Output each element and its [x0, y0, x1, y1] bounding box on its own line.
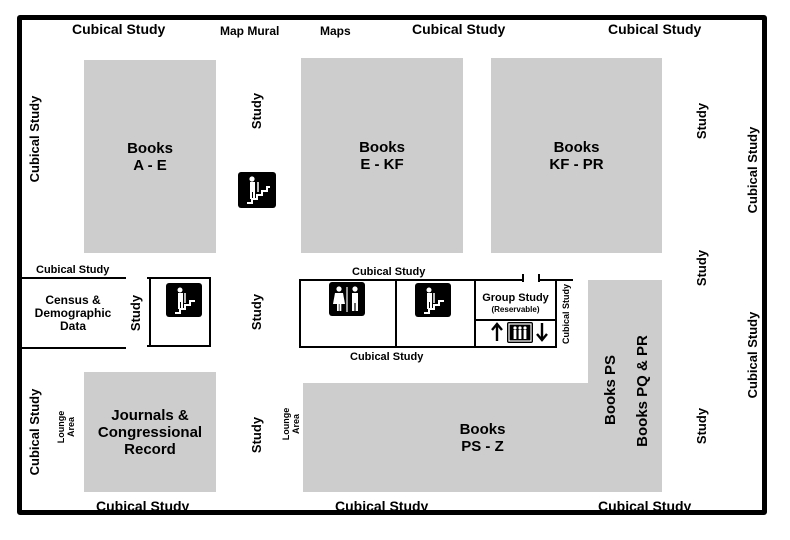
core-left-wall	[299, 279, 301, 348]
journals-line1: Journals &	[111, 406, 189, 424]
cubical-study-right-lower: Cubical Study	[745, 311, 760, 399]
stairs-icon[interactable]	[238, 172, 276, 208]
lounge-area-left-line1: Lounge	[56, 410, 66, 444]
census-line2: Demographic	[34, 306, 112, 320]
door-jamb-right	[538, 274, 540, 282]
study-aisle-upper: Study	[249, 92, 264, 130]
stairwell-left-top	[147, 277, 211, 279]
cubical-study-top-center: Cubical Study	[412, 21, 506, 37]
cubical-study-core-top: Cubical Study	[352, 266, 426, 278]
lounge-area-center: Lounge Area	[281, 404, 301, 444]
cubical-study-bottom-center: Cubical Study	[335, 498, 429, 514]
books-kf-pr[interactable]: Books KF - PR	[491, 58, 662, 253]
census-demographic-data[interactable]: Census & Demographic Data	[28, 294, 118, 333]
maps-label: Maps	[320, 24, 351, 38]
stairwell-left-bottom	[147, 345, 211, 347]
core-bottom-wall	[299, 346, 557, 348]
core-right-wall	[555, 279, 557, 348]
study-aisle-middle: Study	[249, 293, 264, 331]
census-bottom-wall	[22, 347, 126, 349]
cubical-study-right-upper: Cubical Study	[745, 126, 760, 214]
books-ps-z-line2: PS - Z	[461, 437, 504, 455]
core-divider-1	[395, 279, 397, 348]
journals-line2: Congressional	[97, 423, 203, 441]
books-ps-z-line1: Books	[459, 420, 506, 438]
door-jamb-left	[522, 274, 524, 282]
journals-line3: Record	[124, 440, 176, 458]
core-divider-2	[474, 279, 476, 348]
lounge-area-left-line2: Area	[66, 417, 76, 438]
study-census-side: Study	[128, 294, 143, 332]
restroom-icon[interactable]	[329, 282, 365, 316]
core-top-wall-left	[299, 279, 522, 281]
books-e-kf-line2: E - KF	[360, 155, 404, 173]
group-study-label: Group Study	[482, 292, 549, 304]
map-mural-label: Map Mural	[220, 24, 280, 38]
study-right-lower: Study	[694, 407, 709, 445]
books-ps-z[interactable]: Books PS - Z	[303, 383, 662, 492]
cubical-study-core-bottom: Cubical Study	[350, 351, 424, 363]
study-right-middle: Study	[694, 249, 709, 287]
elevator-icon[interactable]	[507, 322, 533, 343]
books-kf-pr-line1: Books	[553, 138, 600, 156]
census-line3: Data	[59, 319, 86, 333]
books-a-e[interactable]: Books A - E	[84, 60, 216, 253]
study-aisle-lower: Study	[249, 416, 264, 454]
reservable-label: (Reservable)	[491, 305, 540, 314]
cubical-study-left-upper: Cubical Study	[27, 95, 42, 183]
stairs-icon[interactable]	[415, 283, 451, 317]
books-a-e-line1: Books	[127, 139, 173, 157]
cubical-study-top-left: Cubical Study	[72, 21, 166, 37]
arrow-up-icon	[491, 322, 503, 342]
cubical-study-bottom-left: Cubical Study	[96, 498, 190, 514]
lounge-area-center-line2: Area	[291, 414, 301, 435]
books-ps-pq-pr-block[interactable]	[588, 280, 662, 390]
cubical-study-census-top: Cubical Study	[36, 264, 110, 276]
books-ps-label: Books PS	[602, 354, 619, 426]
journals-congressional-record[interactable]: Journals & Congressional Record	[84, 372, 216, 492]
cubical-study-core-side: Cubical Study	[561, 283, 571, 345]
books-pq-pr-label: Books PQ & PR	[634, 335, 651, 447]
stairwell-left-right	[209, 277, 211, 347]
cubical-study-left-lower: Cubical Study	[27, 388, 42, 476]
lounge-area-center-line1: Lounge	[281, 407, 291, 441]
stairs-icon[interactable]	[166, 283, 202, 317]
arrow-down-icon	[536, 322, 548, 342]
books-kf-pr-line2: KF - PR	[549, 155, 604, 173]
books-a-e-line2: A - E	[133, 156, 167, 174]
books-e-kf-line1: Books	[359, 138, 405, 156]
group-study-floor	[474, 319, 557, 321]
cubical-study-top-right: Cubical Study	[608, 21, 702, 37]
lounge-area-left: Lounge Area	[56, 407, 76, 447]
census-line1: Census &	[45, 293, 101, 307]
study-right-upper: Study	[694, 102, 709, 140]
group-study-room[interactable]: Group Study (Reservable)	[476, 292, 555, 315]
books-e-kf[interactable]: Books E - KF	[301, 58, 463, 253]
census-top-wall	[22, 277, 126, 279]
cubical-study-bottom-right: Cubical Study	[598, 498, 692, 514]
floor-outline	[17, 15, 767, 515]
